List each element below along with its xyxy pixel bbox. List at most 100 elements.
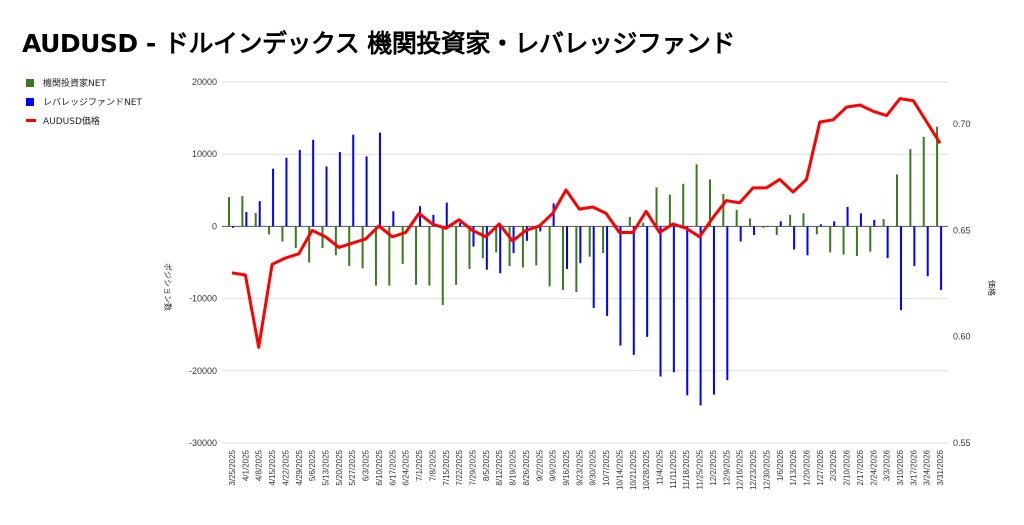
x-tick-label: 8/5/2025 (482, 449, 491, 481)
y-right-tick-label: 0.70 (953, 119, 971, 129)
bar-institutional (829, 226, 832, 253)
bar-leveraged (258, 201, 261, 227)
bar-leveraged (606, 226, 609, 316)
bar-institutional (842, 226, 845, 255)
x-tick-label: 6/17/2025 (388, 449, 397, 485)
bar-leveraged (579, 226, 582, 264)
bar-leveraged (499, 226, 502, 274)
legend-item-leveraged: レバレッジファンドNET (26, 92, 142, 111)
bar-institutional (815, 226, 818, 235)
bar-leveraged (779, 221, 782, 227)
bar-leveraged (659, 226, 662, 377)
bar-institutional (775, 226, 778, 236)
x-tick-label: 7/29/2025 (468, 449, 477, 485)
x-tick-label: 12/16/2025 (736, 449, 745, 490)
bar-institutional (334, 226, 337, 256)
y-axis-right-title: 価格 (987, 280, 997, 296)
bar-institutional (869, 226, 872, 252)
bar-leveraged (245, 211, 248, 227)
bar-institutional (535, 226, 538, 266)
x-tick-label: 6/24/2025 (402, 449, 411, 485)
bar-leveraged (873, 219, 876, 227)
bar-institutional (321, 226, 324, 249)
bar-leveraged (419, 206, 422, 227)
bar-institutional (668, 194, 671, 227)
bar-institutional (722, 193, 725, 227)
bar-leveraged (753, 226, 756, 236)
bar-institutional (708, 179, 711, 227)
bar-leveraged (525, 226, 528, 241)
x-tick-label: 1/13/2026 (789, 449, 798, 485)
legend-swatch-leveraged (26, 97, 34, 106)
bar-institutional (762, 226, 765, 228)
x-tick-label: 8/19/2025 (509, 449, 518, 485)
bar-institutional (642, 222, 645, 227)
x-tick-label: 7/22/2025 (455, 449, 464, 485)
x-tick-label: 3/24/2026 (923, 449, 932, 485)
y-left-tick-label: -30000 (189, 438, 217, 448)
bar-institutional (308, 226, 311, 263)
bar-institutional (802, 213, 805, 227)
x-tick-label: 9/30/2025 (589, 449, 598, 485)
bar-institutional (441, 226, 444, 306)
bar-leveraged (405, 226, 408, 227)
bar-leveraged (539, 226, 542, 232)
bar-leveraged (592, 226, 595, 308)
bar-institutional (548, 226, 551, 287)
bar-institutional (588, 226, 591, 257)
bar-leveraged (793, 226, 796, 250)
x-tick-label: 2/24/2026 (869, 449, 878, 485)
bar-leveraged (646, 226, 649, 337)
x-tick-label: 11/25/2025 (696, 449, 705, 489)
x-tick-label: 3/31/2026 (936, 449, 945, 485)
bar-leveraged (552, 203, 555, 227)
bar-institutional (241, 196, 244, 227)
bar-institutional (508, 226, 511, 267)
bar-leveraged (338, 152, 341, 227)
bar-institutional (348, 226, 351, 267)
bar-institutional (789, 214, 792, 227)
x-tick-label: 10/7/2025 (602, 449, 611, 485)
legend-label-price: AUDUSD価格 (43, 117, 100, 127)
legend-label-leveraged: レバレッジファンドNET (43, 98, 142, 108)
bar-leveraged (726, 226, 729, 381)
bar-institutional (855, 226, 858, 257)
x-tick-label: 5/13/2025 (322, 449, 331, 485)
bar-leveraged (325, 166, 328, 227)
x-tick-label: 4/29/2025 (295, 449, 304, 485)
bar-leveraged (913, 226, 916, 267)
bar-leveraged (806, 226, 809, 256)
bar-leveraged (566, 226, 568, 269)
x-tick-label: 7/1/2025 (415, 449, 424, 481)
legend-swatch-institutional (26, 78, 34, 87)
bar-leveraged (378, 132, 381, 227)
y-left-tick-label: 10000 (192, 149, 217, 159)
bar-leveraged (940, 226, 943, 290)
x-tick-label: 10/28/2025 (642, 449, 651, 490)
x-tick-label: 12/2/2025 (709, 449, 718, 485)
bar-leveraged (298, 149, 301, 227)
x-tick-label: 6/10/2025 (375, 449, 384, 485)
bar-leveraged (886, 226, 889, 259)
x-tick-label: 11/4/2025 (656, 449, 665, 485)
bar-institutional (562, 226, 564, 290)
bar-leveraged (432, 214, 435, 227)
bar-leveraged (312, 139, 315, 227)
bar-leveraged (472, 226, 475, 247)
y-right-tick-label: 0.55 (953, 438, 971, 448)
bar-leveraged (859, 213, 862, 227)
bar-institutional (735, 209, 738, 227)
bar-leveraged (459, 222, 462, 227)
bar-institutional (374, 226, 377, 286)
bar-institutional (495, 226, 498, 253)
bar-leveraged (900, 226, 902, 311)
x-tick-label: 11/18/2025 (682, 449, 691, 489)
x-tick-label: 4/15/2025 (268, 449, 277, 485)
x-tick-label: 8/26/2025 (522, 449, 531, 485)
bar-institutional (882, 219, 885, 227)
bar-institutional (575, 226, 578, 293)
bar-institutional (388, 226, 391, 286)
bar-leveraged (619, 226, 622, 346)
legend: 機関投資家NET レバレッジファンドNET AUDUSD価格 (26, 73, 142, 130)
